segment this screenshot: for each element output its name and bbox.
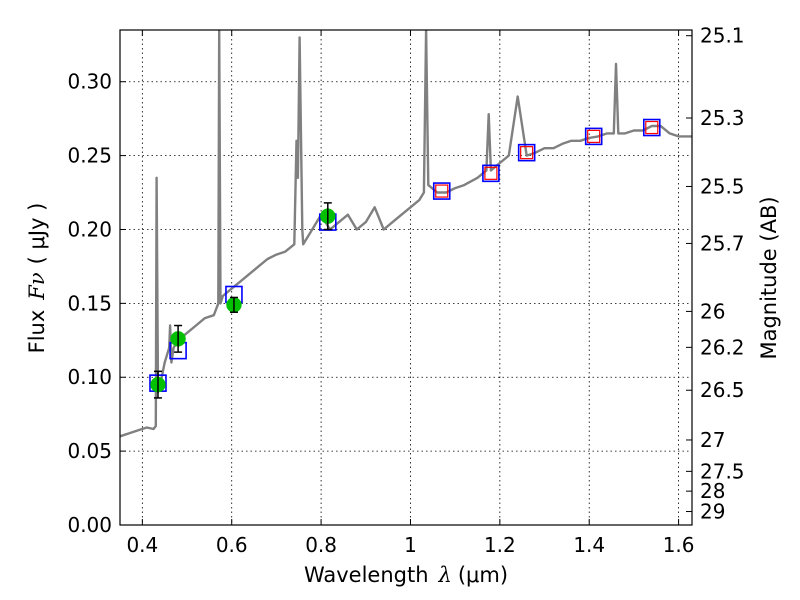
- x-tick-labels: 0.4 0.6 0.8 1 1.2 1.4 1.6: [126, 533, 694, 557]
- x-tick-label: 0.6: [216, 533, 248, 557]
- magnitude-tick-label: 26: [700, 299, 725, 323]
- y-axis-label-text: Flux: [25, 310, 49, 354]
- magnitude-tick-label: 25.1: [700, 24, 745, 48]
- y-axis-symbol: Fν: [25, 272, 49, 301]
- y-tick-label: 0.30: [67, 70, 112, 94]
- model-photometry-square: [482, 164, 500, 183]
- magnitude-tick-label: 26.2: [700, 335, 745, 359]
- y-tick-label: 0.15: [67, 291, 112, 315]
- plot-frame: [119, 29, 693, 526]
- magnitude-tick-label: 25.3: [700, 106, 745, 130]
- x-tick-label: 1: [404, 533, 417, 557]
- magnitude-axis-label: Magnitude (AB): [757, 196, 781, 359]
- x-tick-label: 0.4: [126, 533, 158, 557]
- model-photometry-square: [432, 182, 451, 200]
- y-axis-label: Flux Fν ( μJy ): [25, 203, 49, 354]
- plot-layer: [120, 30, 692, 438]
- magnitude-tick-label: 27: [700, 428, 725, 452]
- y-tick-label: 0.25: [67, 144, 112, 168]
- upper-limit-square: [520, 146, 534, 160]
- model-photometry-square: [584, 127, 603, 146]
- y-axis-unit: ( μJy ): [25, 203, 49, 265]
- x-axis-label-text: Wavelength: [304, 563, 429, 587]
- x-tick-label: 1.2: [484, 533, 516, 557]
- magnitude-tick-label: 25.7: [700, 231, 745, 255]
- axis-ticks: [120, 30, 692, 526]
- x-tick-label: 1.4: [573, 533, 605, 557]
- grid-lines: [120, 30, 692, 525]
- upper-limit-square: [587, 129, 601, 143]
- x-tick-label: 1.6: [663, 533, 695, 557]
- x-axis-label: Wavelength λ (μm): [304, 563, 508, 587]
- magnitude-tick-label: 29: [700, 500, 725, 524]
- y-tick-label: 0.05: [67, 439, 112, 463]
- y-tick-label: 0.10: [67, 365, 112, 389]
- y-tick-label: 0.20: [67, 217, 112, 241]
- model-photometry-square: [517, 143, 536, 162]
- magnitude-tick-label: 27.5: [700, 459, 745, 483]
- upper-limit-square: [645, 120, 659, 135]
- x-axis-unit: (μm): [458, 563, 508, 587]
- magnitude-tick-label: 25.5: [700, 174, 745, 198]
- magnitude-tick-label: 26.5: [700, 378, 745, 402]
- x-axis-symbol: λ: [438, 563, 452, 587]
- magnitude-tick-label: 28: [700, 479, 725, 503]
- y-tick-labels: 0.00 0.05 0.10 0.15 0.20 0.25 0.30: [67, 70, 112, 537]
- upper-limit-square: [435, 184, 449, 198]
- y-tick-label: 0.00: [67, 513, 112, 537]
- upper-limit-square: [484, 166, 498, 180]
- model-photometry-square: [642, 118, 661, 137]
- x-tick-label: 0.8: [305, 533, 337, 557]
